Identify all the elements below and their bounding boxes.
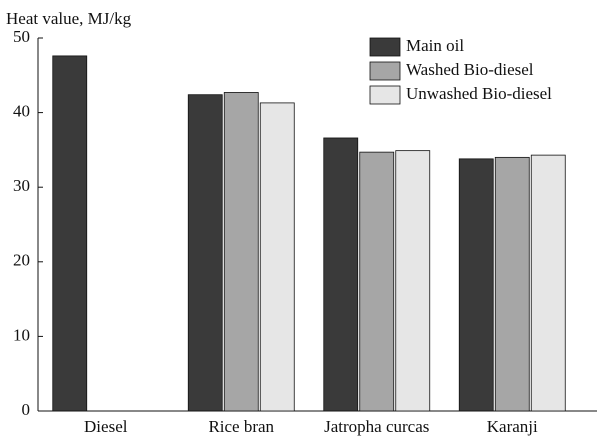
y-tick-label: 40 [13,102,30,121]
bar [494,156,530,412]
bar [52,55,88,412]
legend-label: Unwashed Bio-diesel [406,84,552,103]
bar [530,154,566,412]
y-tick-label: 50 [13,27,30,46]
bar [359,151,395,412]
bar [458,158,494,412]
legend-label: Main oil [406,36,464,55]
bar [223,92,259,412]
x-tick-label: Rice bran [208,417,274,436]
y-tick-label: 0 [22,400,31,419]
legend-label: Washed Bio-diesel [406,60,534,79]
legend-swatch [369,61,401,81]
legend-swatch [369,85,401,105]
x-tick-label: Jatropha curcas [324,417,429,436]
y-tick-label: 30 [13,176,30,195]
legend-swatch [369,37,401,57]
y-tick-label: 10 [13,325,30,344]
x-tick-label: Karanji [487,417,538,436]
bar [259,102,295,412]
bar [323,137,359,412]
bar [187,94,223,412]
y-tick-label: 20 [13,251,30,270]
x-tick-label: Diesel [84,417,128,436]
bar [395,150,431,412]
y-axis-label: Heat value, MJ/kg [6,9,132,28]
